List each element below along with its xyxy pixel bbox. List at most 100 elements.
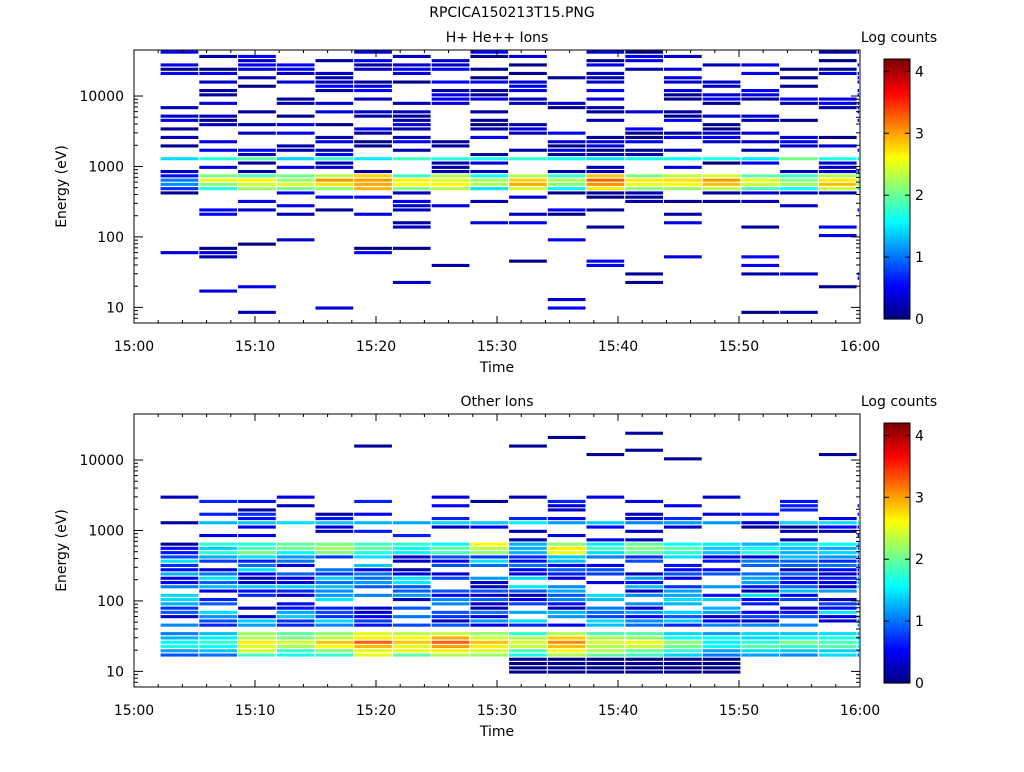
heatmap-cell: [392, 246, 431, 250]
heatmap-cell: [857, 653, 859, 657]
heatmap-cell: [392, 644, 431, 648]
heatmap-cell: [160, 157, 199, 161]
colorbar-swatch: [884, 254, 910, 257]
heatmap-cell: [625, 636, 663, 640]
heatmap-cell: [780, 644, 818, 648]
colorbar-swatch: [884, 208, 910, 212]
heatmap-cell: [392, 606, 431, 610]
colorbar-swatch: [884, 193, 910, 197]
heatmap-cell: [199, 289, 237, 293]
heatmap-cell: [547, 589, 586, 593]
colorbar-swatch: [884, 128, 910, 132]
heatmap-cell: [354, 127, 392, 131]
heatmap-cell: [741, 623, 780, 627]
heatmap-cell: [547, 140, 586, 144]
heatmap-cell: [160, 118, 199, 122]
heatmap-cell: [470, 170, 509, 174]
heatmap-cell: [547, 623, 586, 627]
heatmap-cell: [664, 555, 702, 559]
colorbar-swatch: [884, 429, 910, 433]
heatmap-cell: [276, 504, 315, 508]
heatmap-cell: [315, 593, 354, 597]
colorbar-swatch: [884, 204, 910, 207]
heatmap-cell: [586, 71, 625, 75]
heatmap-cell: [586, 615, 625, 619]
heatmap-cell: [470, 623, 509, 627]
heatmap-cell: [431, 504, 470, 508]
colorbar-swatch: [884, 191, 910, 194]
heatmap-cell: [392, 191, 431, 195]
colorbar-swatch: [884, 80, 910, 84]
heatmap-cell: [354, 593, 392, 597]
heatmap-cell: [780, 632, 818, 636]
colorbar-swatch: [884, 654, 910, 658]
colorbar-swatch: [884, 566, 910, 569]
heatmap-cell: [741, 615, 780, 619]
heatmap-cell: [199, 114, 237, 118]
heatmap-cell: [470, 632, 509, 636]
heatmap-cell: [470, 559, 509, 563]
heatmap-cell: [509, 71, 547, 75]
heatmap-cell: [315, 140, 354, 144]
heatmap-cell: [509, 593, 547, 597]
heatmap-cell: [509, 542, 547, 546]
y-tick-label: 10: [106, 300, 124, 316]
heatmap-cell: [276, 640, 315, 644]
heatmap-cell: [818, 602, 857, 606]
heatmap-cell: [818, 144, 857, 148]
heatmap-cell: [509, 127, 547, 131]
heatmap-cell: [586, 670, 625, 674]
heatmap-cell: [741, 542, 780, 546]
heatmap-cell: [238, 525, 276, 529]
heatmap-cell: [664, 666, 702, 670]
heatmap-cell: [586, 636, 625, 640]
colorbar-swatch: [884, 457, 910, 461]
heatmap-cell: [199, 581, 237, 585]
heatmap-cell: [315, 512, 354, 516]
heatmap-cell: [625, 546, 663, 550]
heatmap-cell: [741, 640, 780, 644]
heatmap-cell: [664, 174, 702, 178]
heatmap-cell: [470, 521, 509, 525]
colorbar-swatch: [884, 531, 910, 535]
heatmap-cell: [625, 110, 663, 114]
heatmap-cell: [199, 123, 237, 127]
heatmap-cell: [431, 623, 470, 627]
heatmap-cell: [199, 54, 237, 58]
heatmap-cell: [276, 144, 315, 148]
heatmap-cell: [509, 157, 547, 161]
heatmap-cell: [199, 67, 237, 71]
heatmap-cell: [780, 97, 818, 101]
heatmap-cell: [857, 581, 859, 585]
heatmap-cell: [160, 593, 199, 597]
heatmap-cell: [238, 285, 276, 289]
heatmap-cell: [586, 263, 625, 267]
heatmap-cell: [664, 572, 702, 576]
heatmap-cell: [818, 644, 857, 648]
colorbar-swatch: [884, 91, 910, 95]
heatmap-cell: [276, 80, 315, 84]
heatmap-cell: [547, 572, 586, 576]
heatmap-cell: [857, 534, 859, 538]
heatmap-cell: [625, 187, 663, 191]
heatmap-cell: [586, 653, 625, 657]
heatmap-cell: [509, 174, 547, 178]
colorbar-swatch: [884, 507, 910, 511]
heatmap-cell: [702, 636, 741, 640]
heatmap-cell: [470, 653, 509, 657]
heatmap-cell: [238, 615, 276, 619]
colorbar-swatch: [884, 611, 910, 615]
heatmap-cell: [664, 148, 702, 152]
heatmap-cell: [509, 195, 547, 199]
heatmap-cell: [586, 662, 625, 666]
heatmap-cell: [547, 542, 586, 546]
heatmap-cell: [160, 636, 199, 640]
colorbar-swatch: [884, 76, 910, 80]
heatmap-cell: [741, 118, 780, 122]
heatmap-cell: [857, 559, 859, 563]
heatmap-cell: [509, 89, 547, 93]
colorbar-swatch: [884, 624, 910, 628]
heatmap-cell: [625, 551, 663, 555]
heatmap-cell: [199, 512, 237, 516]
heatmap-cell: [431, 170, 470, 174]
